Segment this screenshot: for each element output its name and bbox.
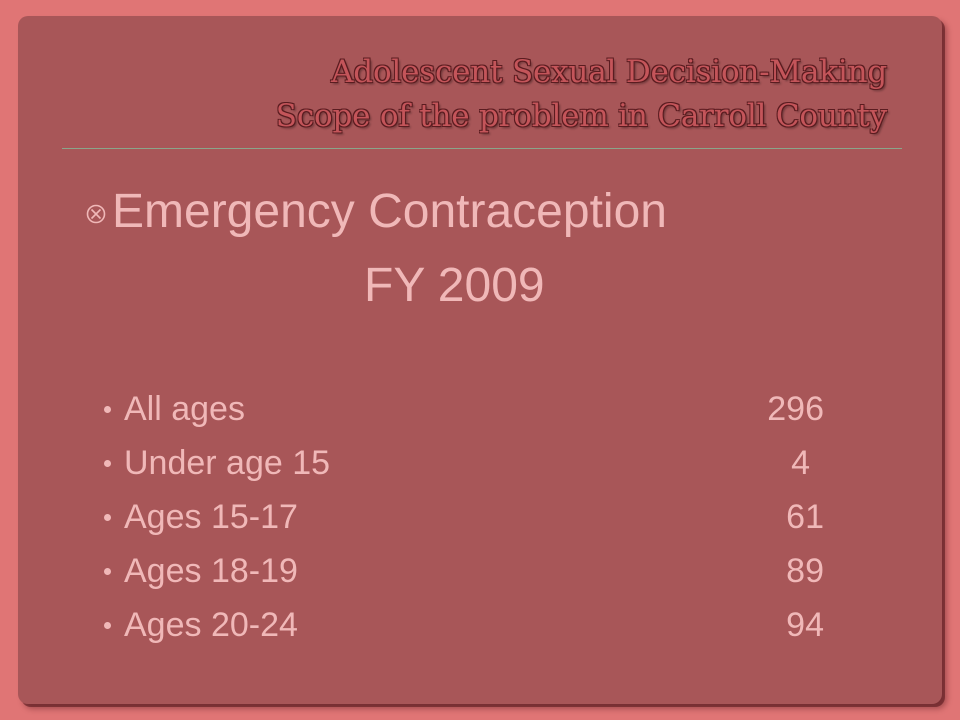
circled-times-icon bbox=[86, 204, 106, 224]
bullet-dot-icon bbox=[104, 405, 111, 413]
item-label: Under age 15 bbox=[124, 443, 331, 482]
item-value: 89 bbox=[786, 551, 824, 590]
item-value: 296 bbox=[767, 389, 824, 428]
heading-text: Emergency Contraception bbox=[112, 185, 667, 238]
item-label: Ages 20-24 bbox=[124, 605, 298, 644]
bullet-dot-icon bbox=[104, 513, 111, 521]
title-line-1: Adolescent Sexual Decision-Making bbox=[331, 54, 887, 90]
list-item: Ages 20-24 94 bbox=[104, 598, 824, 652]
item-label: Ages 15-17 bbox=[124, 497, 298, 536]
bullet-dot-icon bbox=[104, 621, 111, 629]
section-heading: Emergency Contraception FY 2009 bbox=[86, 184, 667, 314]
age-breakdown-list: All ages 296 Under age 15 4 Ages 15-17 6… bbox=[104, 382, 824, 652]
heading-line-1: Emergency Contraception bbox=[86, 184, 667, 240]
item-value: 61 bbox=[786, 497, 824, 536]
bullet-dot-icon bbox=[104, 459, 111, 467]
item-value: 4 bbox=[791, 443, 810, 482]
item-value: 94 bbox=[786, 605, 824, 644]
title-line-2: Scope of the problem in Carroll County bbox=[275, 98, 887, 134]
list-item: All ages 296 bbox=[104, 382, 824, 436]
bullet-dot-icon bbox=[104, 567, 111, 575]
list-item: Ages 15-17 61 bbox=[104, 490, 824, 544]
list-item: Ages 18-19 89 bbox=[104, 544, 824, 598]
heading-line-2: FY 2009 bbox=[364, 259, 545, 312]
list-item: Under age 15 4 bbox=[104, 436, 824, 490]
title-divider bbox=[62, 148, 902, 149]
slide-panel: Adolescent Sexual Decision-Making Scope … bbox=[18, 16, 942, 704]
item-label: All ages bbox=[124, 389, 245, 428]
item-label: Ages 18-19 bbox=[124, 551, 298, 590]
slide-title: Adolescent Sexual Decision-Making Scope … bbox=[276, 50, 887, 138]
